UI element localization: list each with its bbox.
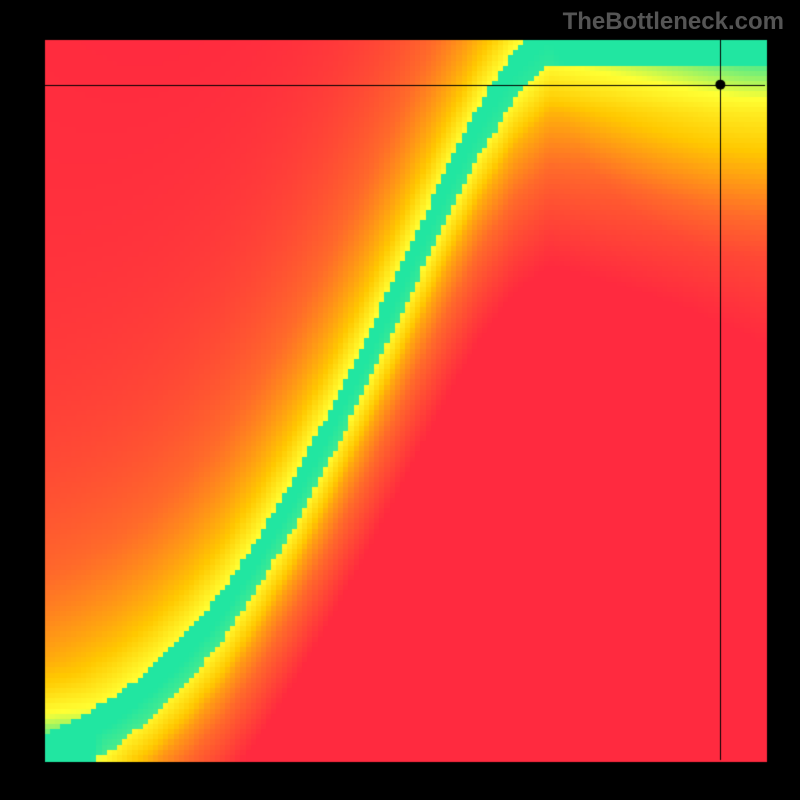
chart-container: TheBottleneck.com	[0, 0, 800, 800]
bottleneck-heatmap	[0, 0, 800, 800]
watermark-text: TheBottleneck.com	[563, 8, 784, 36]
